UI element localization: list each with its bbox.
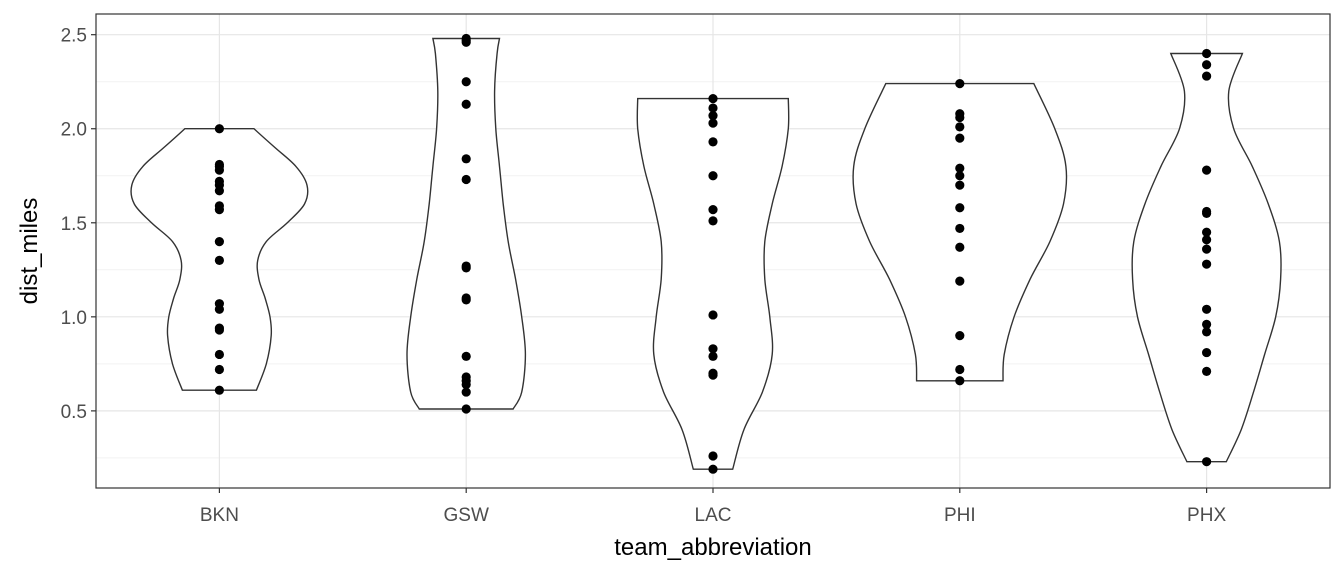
data-point-bkn [214,205,224,215]
data-point-gsw [461,37,471,47]
data-point-phx [1202,227,1212,237]
y-tick-label: 0.5 [61,402,87,423]
data-point-gsw [461,77,471,87]
data-point-bkn [214,124,224,134]
x-axis-title: team_abbreviation [614,534,811,561]
data-point-phx [1202,60,1212,70]
y-tick-label: 2.5 [61,26,87,47]
data-point-lac [708,103,718,113]
data-point-lac [708,137,718,147]
data-point-phx [1202,347,1212,358]
x-axis-ticks: BKN GSW LAC PHI PHX [200,488,1226,526]
x-tick-label: LAC [695,505,732,526]
data-point-phi [955,364,965,375]
data-point-phx [1202,71,1212,81]
data-point-phx [1202,244,1212,254]
data-point-gsw [461,154,471,164]
y-axis-title: dist_miles [16,198,43,305]
data-point-bkn [214,304,224,314]
violin-lac [636,97,790,470]
data-point-phi [955,242,965,252]
data-point-phi [955,78,965,89]
data-point-phi [955,163,965,173]
y-tick-label: 1.0 [61,308,87,329]
data-point-phx [1202,304,1212,314]
x-tick-label: GSW [444,505,489,526]
x-tick-label: PHX [1187,505,1226,526]
data-point-bkn [214,186,224,196]
data-point-lac [708,118,718,128]
data-point-gsw [461,404,471,414]
data-point-phi [955,112,965,123]
data-point-lac [708,171,718,181]
data-point-phx [1202,366,1212,376]
data-point-phx [1202,48,1212,59]
x-tick-label: BKN [200,505,239,526]
data-points [214,33,1212,474]
data-point-gsw [461,387,471,397]
data-point-phx [1202,235,1212,245]
data-point-bkn [214,236,224,247]
data-point-phi [955,203,965,213]
data-point-phx [1202,457,1212,467]
data-point-phx [1202,165,1212,175]
data-point-gsw [461,174,471,185]
data-point-gsw [461,295,471,305]
data-point-bkn [214,165,224,175]
data-point-bkn [214,325,224,335]
data-point-lac [708,370,718,380]
data-point-bkn [214,349,224,360]
data-point-phi [955,276,965,286]
data-point-lac [708,344,718,354]
data-point-gsw [461,263,471,273]
data-point-bkn [214,385,224,395]
violin-gsw [406,37,527,410]
data-point-phi [955,223,965,234]
y-tick-label: 1.5 [61,214,87,235]
violin-phx [1131,52,1282,463]
data-point-bkn [214,364,224,375]
data-point-lac [708,216,718,226]
x-tick-label: PHI [944,505,976,526]
data-point-lac [708,351,718,361]
data-point-phx [1202,327,1212,337]
data-point-bkn [214,255,224,266]
data-point-phi [955,171,965,181]
data-point-lac [708,451,718,461]
y-tick-label: 2.0 [61,120,87,141]
data-point-gsw [461,379,471,390]
data-point-phi [955,133,965,143]
y-axis-ticks: 0.5 1.0 1.5 2.0 2.5 [61,26,96,423]
data-point-phi [955,376,965,386]
data-point-gsw [461,351,471,361]
data-point-phi [955,122,965,132]
data-point-lac [708,464,718,474]
data-point-gsw [461,99,471,109]
data-point-lac [708,110,718,121]
data-point-phi [955,180,965,190]
data-point-lac [708,310,718,320]
data-point-phx [1202,208,1212,218]
violins [130,37,1282,470]
data-point-lac [708,205,718,215]
data-point-phx [1202,319,1212,329]
data-point-lac [708,94,718,104]
data-point-phi [955,331,965,341]
data-point-phx [1202,259,1212,269]
